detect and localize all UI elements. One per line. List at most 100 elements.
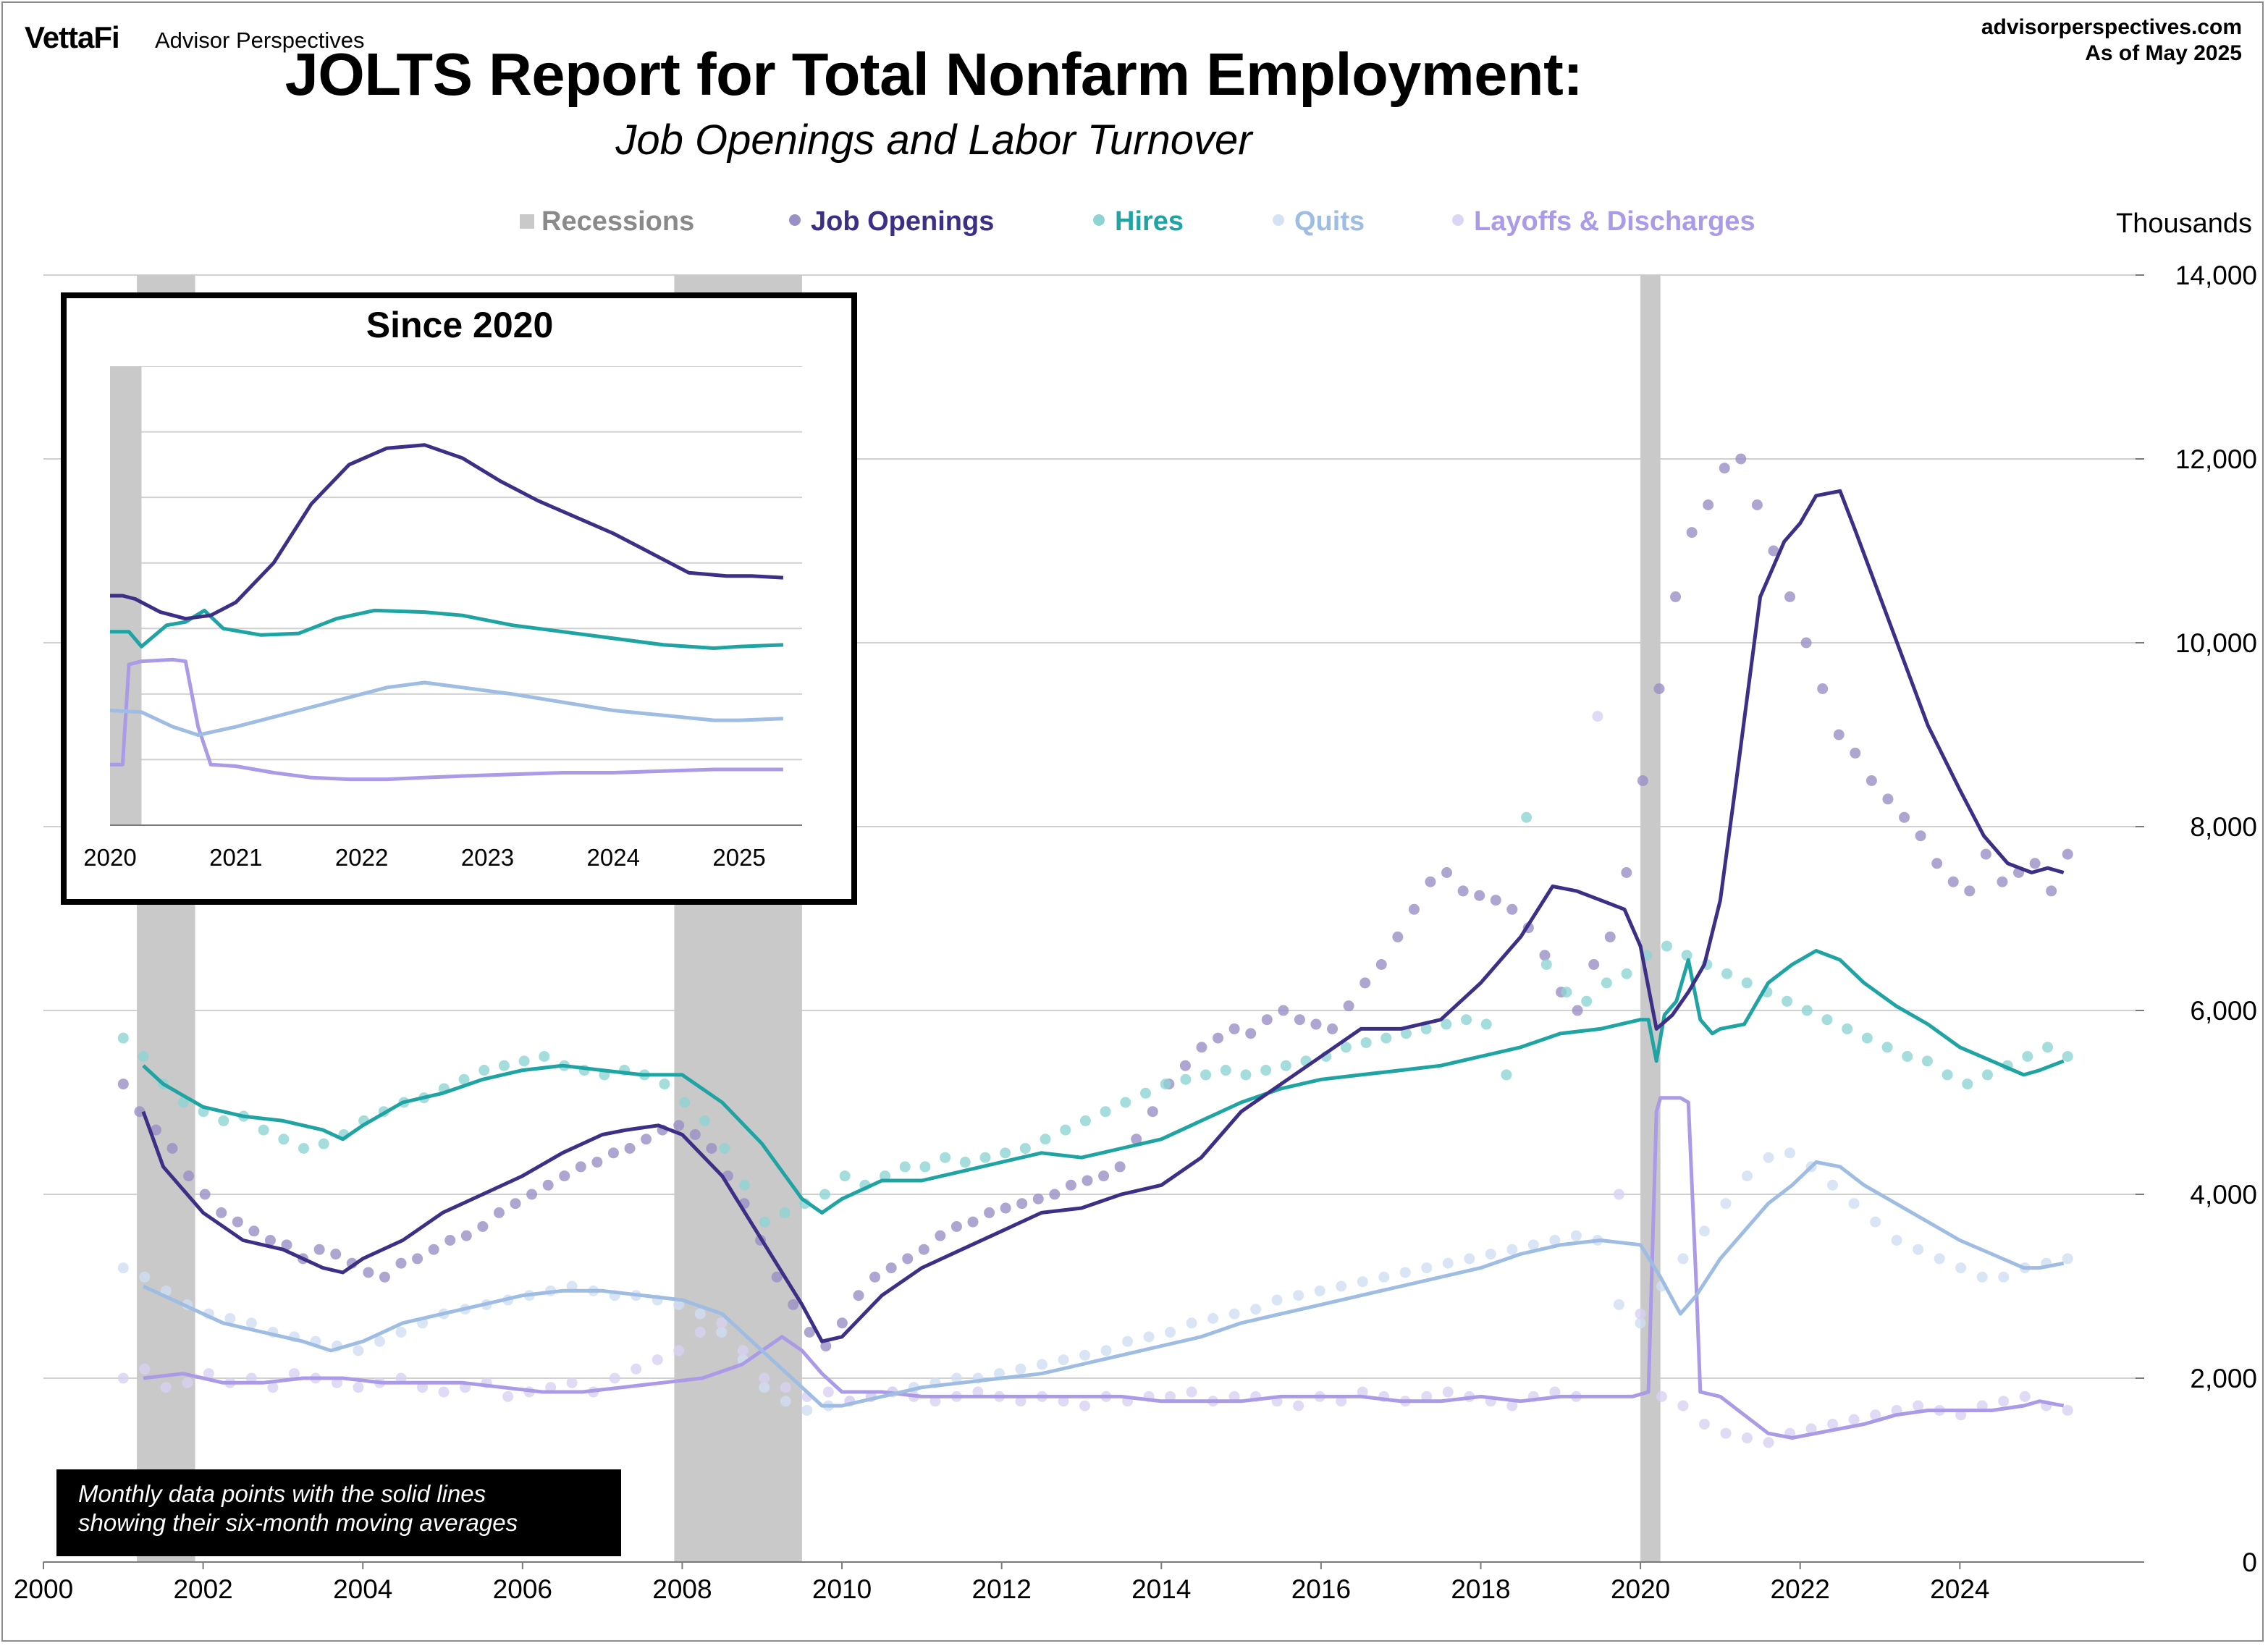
main-job_openings-point — [984, 1207, 995, 1218]
main-job_openings-point — [199, 1189, 211, 1200]
main-quits-point — [353, 1345, 364, 1356]
main-job_openings-point — [1098, 1170, 1110, 1182]
main-job_openings-point — [330, 1249, 342, 1260]
inset-job_openings-line — [110, 443, 784, 621]
main-job_openings-point — [1261, 1014, 1273, 1026]
main-layoffs-point — [1442, 1386, 1454, 1398]
inset-x-tick-label: 2021 — [209, 844, 262, 871]
main-hires-point — [1019, 1143, 1031, 1154]
main-quits-point — [374, 1335, 385, 1347]
main-job_openings-point — [117, 1079, 129, 1090]
main-job_openings-point — [1441, 867, 1453, 878]
main-job_openings-point — [232, 1216, 243, 1228]
main-job_openings-point — [1735, 453, 1747, 465]
main-job_openings-point — [1375, 959, 1387, 970]
inset-box — [61, 292, 857, 905]
main-job_openings-point — [526, 1189, 538, 1200]
main-job_openings-point — [967, 1216, 979, 1228]
main-hires-point — [1079, 1115, 1091, 1126]
legend-job-openings-dot — [789, 214, 801, 226]
main-job_openings-point — [1310, 1018, 1322, 1030]
main-quits-point — [245, 1317, 257, 1329]
main-hires-point — [1420, 1023, 1432, 1034]
main-hires-point — [1120, 1097, 1131, 1108]
main-quits-point — [2062, 1253, 2073, 1265]
main-job_openings-point — [1147, 1106, 1158, 1118]
main-quits-point — [1976, 1271, 1988, 1283]
main-hires-point — [1180, 1073, 1192, 1085]
main-job_openings-point — [1278, 1005, 1289, 1016]
main-layoffs-point — [609, 1372, 620, 1384]
main-hires-point — [919, 1161, 931, 1173]
main-hires-point — [1861, 1032, 1873, 1044]
main-quits-point — [224, 1312, 236, 1324]
main-quits-point — [1186, 1317, 1197, 1329]
main-y-tick-label: 12,000 — [2175, 444, 2257, 474]
main-job_openings-point — [1506, 903, 1518, 915]
main-quits-point — [139, 1271, 151, 1283]
main-job_openings-point — [624, 1143, 636, 1154]
inset-hires-line — [110, 608, 783, 650]
main-layoffs-point — [203, 1368, 214, 1380]
main-job_openings-point — [1980, 848, 1991, 860]
main-layoffs-point — [1421, 1390, 1433, 1402]
main-quits-point — [1913, 1244, 1924, 1255]
legend-layoffs-dot — [1452, 214, 1464, 226]
main-job_openings-point — [395, 1257, 407, 1269]
main-quits-point — [1827, 1179, 1839, 1191]
inset-title: Since 2020 — [366, 305, 554, 345]
main-hires-point — [1801, 1005, 1813, 1016]
inset-x-tick-label: 2022 — [335, 844, 388, 871]
legend-recessions-label: Recessions — [541, 206, 695, 237]
main-y-tick-label: 2,000 — [2190, 1364, 2257, 1393]
main-quits-point — [1613, 1299, 1624, 1310]
main-layoffs-point — [737, 1345, 749, 1356]
main-hires-point — [1741, 977, 1753, 989]
main-layoffs-point — [182, 1377, 193, 1388]
main-hires-point — [1561, 987, 1572, 998]
main-job_openings-point — [379, 1271, 390, 1283]
main-quits-point — [1250, 1304, 1262, 1315]
main-hires-point — [1360, 1037, 1372, 1048]
main-layoffs-point — [1976, 1400, 1988, 1411]
main-job_openings-point — [1653, 683, 1665, 694]
main-layoffs-point — [759, 1372, 770, 1384]
main-quits-point — [1314, 1285, 1325, 1296]
main-hires-point — [1962, 1079, 1973, 1090]
main-layoffs-point — [2062, 1404, 2073, 1416]
main-job_openings-point — [1703, 499, 1714, 510]
main-hires-point — [1501, 1069, 1512, 1081]
main-plot-area — [43, 274, 2136, 1562]
main-quits-point — [1442, 1257, 1454, 1269]
main-job_openings-point — [607, 1147, 619, 1159]
main-layoffs-point — [117, 1372, 129, 1384]
main-job_openings-point — [1964, 885, 1976, 897]
main-hires-point — [739, 1179, 751, 1191]
main-layoffs-point — [1827, 1419, 1839, 1430]
legend-quits-label: Quits — [1294, 206, 1365, 237]
main-job_openings-point — [575, 1161, 586, 1173]
main-layoffs-point — [1336, 1396, 1347, 1407]
main-layoffs-point — [1613, 1189, 1624, 1200]
main-job_openings-point — [1833, 729, 1845, 740]
main-quits-point — [1015, 1363, 1026, 1375]
main-layoffs-point — [545, 1382, 557, 1393]
inset-quits-line — [110, 680, 783, 737]
main-layoffs-point — [2019, 1390, 2031, 1402]
main-job_openings-point — [460, 1230, 472, 1241]
note-line-1: Monthly data points with the solid lines — [78, 1480, 486, 1507]
main-quits-point — [1058, 1354, 1069, 1366]
main-quits-point — [801, 1404, 813, 1416]
main-job_openings-point — [1588, 959, 1600, 970]
main-job_openings-point — [673, 1120, 685, 1131]
main-layoffs-point — [1955, 1409, 1967, 1421]
main-hires-point — [539, 1051, 550, 1062]
main-job_openings-point — [1490, 895, 1501, 906]
main-hires-point — [318, 1138, 329, 1149]
main-layoffs-point — [1913, 1400, 1924, 1411]
main-hires-line — [142, 949, 2065, 1215]
main-layoffs-point — [353, 1382, 364, 1393]
main-hires-point — [959, 1157, 971, 1168]
main-quits-point — [395, 1327, 407, 1338]
main-quits-point — [1955, 1262, 1967, 1274]
